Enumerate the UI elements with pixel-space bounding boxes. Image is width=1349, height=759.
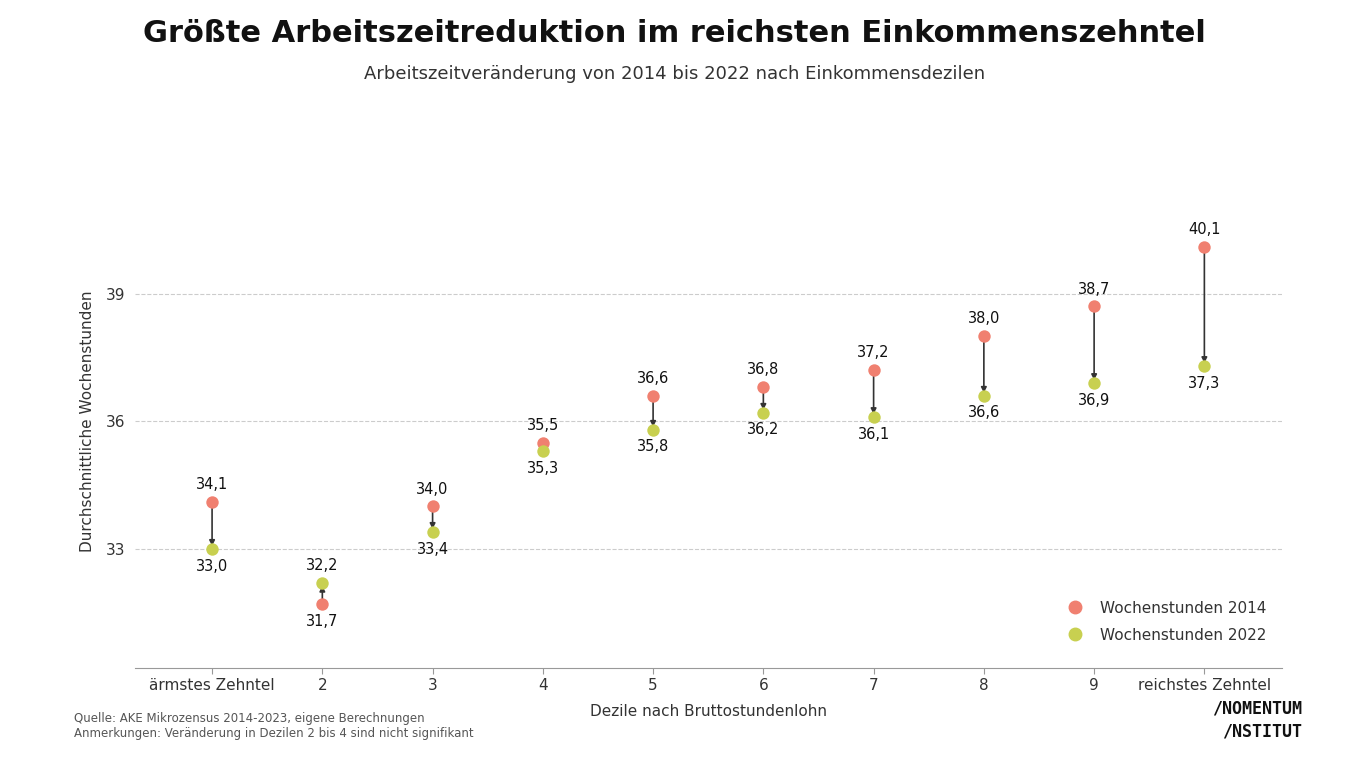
Text: 36,6: 36,6 bbox=[967, 405, 1000, 420]
Text: 37,2: 37,2 bbox=[858, 345, 890, 361]
Text: 36,2: 36,2 bbox=[747, 423, 780, 437]
Text: 36,1: 36,1 bbox=[858, 427, 890, 442]
Text: Größte Arbeitszeitreduktion im reichsten Einkommenszehntel: Größte Arbeitszeitreduktion im reichsten… bbox=[143, 19, 1206, 48]
Point bbox=[422, 526, 444, 538]
Point bbox=[642, 424, 664, 436]
Text: 38,7: 38,7 bbox=[1078, 282, 1110, 297]
Point bbox=[1083, 301, 1105, 313]
Point bbox=[642, 389, 664, 402]
Text: Arbeitszeitveränderung von 2014 bis 2022 nach Einkommensdezilen: Arbeitszeitveränderung von 2014 bis 2022… bbox=[364, 65, 985, 83]
Text: 34,0: 34,0 bbox=[417, 481, 449, 496]
Text: 35,3: 35,3 bbox=[526, 461, 558, 476]
Legend: Wochenstunden 2014, Wochenstunden 2022: Wochenstunden 2014, Wochenstunden 2022 bbox=[1052, 593, 1273, 650]
Text: /NOMENTUM
/NSTITUT: /NOMENTUM /NSTITUT bbox=[1211, 700, 1302, 740]
Point bbox=[863, 411, 885, 423]
Text: 33,0: 33,0 bbox=[196, 559, 228, 574]
Text: 36,8: 36,8 bbox=[747, 363, 780, 377]
Point bbox=[201, 496, 223, 508]
Point bbox=[863, 364, 885, 376]
Point bbox=[973, 389, 994, 402]
Text: 32,2: 32,2 bbox=[306, 558, 339, 573]
Text: 38,0: 38,0 bbox=[967, 311, 1000, 326]
Text: 40,1: 40,1 bbox=[1188, 222, 1221, 237]
Point bbox=[201, 543, 223, 555]
Y-axis label: Durchschnittliche Wochenstunden: Durchschnittliche Wochenstunden bbox=[80, 291, 94, 552]
Text: 35,5: 35,5 bbox=[526, 417, 558, 433]
Text: 36,6: 36,6 bbox=[637, 371, 669, 386]
Point bbox=[532, 436, 553, 449]
Point bbox=[753, 381, 774, 393]
Point bbox=[312, 577, 333, 589]
Text: 31,7: 31,7 bbox=[306, 614, 339, 629]
Point bbox=[753, 407, 774, 419]
Text: 35,8: 35,8 bbox=[637, 439, 669, 455]
Text: Quelle: AKE Mikrozensus 2014-2023, eigene Berechnungen
Anmerkungen: Veränderung : Quelle: AKE Mikrozensus 2014-2023, eigen… bbox=[74, 712, 473, 740]
Text: 33,4: 33,4 bbox=[417, 541, 449, 556]
Text: 34,1: 34,1 bbox=[196, 477, 228, 493]
Text: 37,3: 37,3 bbox=[1188, 376, 1221, 391]
Point bbox=[312, 598, 333, 610]
Point bbox=[422, 500, 444, 512]
Point bbox=[1194, 241, 1215, 253]
X-axis label: Dezile nach Bruttostundenlohn: Dezile nach Bruttostundenlohn bbox=[590, 704, 827, 720]
Point bbox=[532, 445, 553, 457]
Point bbox=[1083, 377, 1105, 389]
Point bbox=[973, 330, 994, 342]
Point bbox=[1194, 360, 1215, 372]
Text: 36,9: 36,9 bbox=[1078, 392, 1110, 408]
